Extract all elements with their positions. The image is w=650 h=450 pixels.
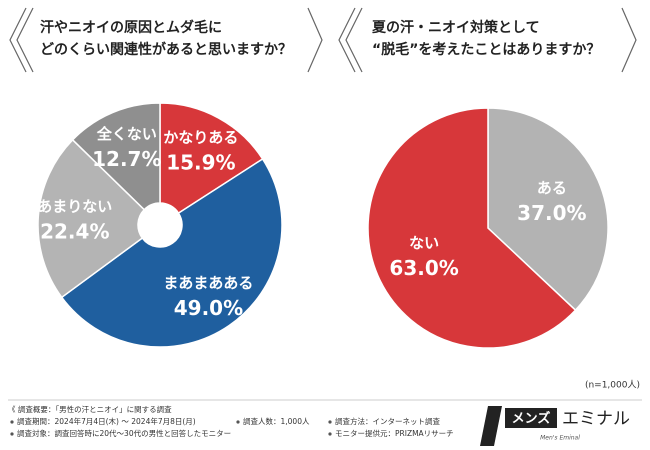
logo-brand-a: メンズ (512, 411, 551, 427)
logo-mark (480, 406, 502, 446)
bracket (345, 7, 363, 73)
survey-item: 調査人数：1,000人 (243, 416, 310, 426)
pie-slice (37, 138, 146, 299)
sample-note: (n=1,000人) (585, 380, 640, 391)
survey-item: 調査期間：2024年7月4日(木) ～ 2024年7月8日(月) (17, 416, 196, 426)
bullet (10, 432, 14, 436)
survey-item: 調査方法：インターネット調査 (335, 416, 440, 426)
bracket (621, 7, 637, 73)
pie-slice (60, 157, 283, 348)
slice-label: ある (537, 179, 567, 197)
chart-title: 汗やニオイの原因とムダ毛に (40, 19, 222, 36)
survey-item: 調査対象：調査回答時に20代～30代の男性と回答したモニター (17, 428, 231, 438)
logo-brand-b: エミナル (562, 409, 630, 429)
title-decorations (9, 7, 637, 73)
charts: かなりある 15.9% まあまあある 49.0% あまりない 22.4% 全くない 12.7%… (37, 102, 609, 349)
slice-value: 12.7% (92, 147, 161, 171)
bullet (10, 420, 14, 424)
slice-label: ない (409, 234, 439, 252)
logo-sub: Men's Eminal (540, 435, 580, 442)
survey-heading: 《 調査概要：「男性の汗とニオイ」に関する調査 (8, 404, 172, 414)
chart-title: 夏の汗・ニオイ対策として (372, 19, 540, 36)
slice-value: 63.0% (389, 256, 458, 280)
slice-label: 全くない (96, 125, 157, 143)
pie-slice (159, 102, 264, 215)
pie-slice (367, 107, 577, 349)
slice-value: 15.9% (166, 151, 235, 175)
bullet (236, 420, 240, 424)
slice-label: かなりある (163, 129, 238, 147)
bracket (307, 7, 323, 73)
slice-value: 49.0% (174, 296, 243, 320)
bracket (9, 7, 27, 73)
slice-label: まあまあある (163, 274, 253, 292)
pie-slice (487, 107, 609, 312)
bracket (338, 7, 356, 73)
logo-box (505, 408, 557, 428)
bullet (328, 432, 332, 436)
slice-label: あまりない (37, 198, 112, 216)
pie-slice (71, 102, 161, 211)
bracket (16, 7, 34, 73)
slice-value: 37.0% (517, 201, 586, 225)
chart-title: “脱毛”を考えたことはありますか？ (372, 41, 600, 58)
logo: メンズ エミナル Men's Eminal (480, 406, 630, 446)
survey-item: モニター提供元：PRIZMAリサーチ (335, 428, 454, 438)
slice-value: 22.4% (40, 220, 109, 244)
survey-items: 調査期間：2024年7月4日(木) ～ 2024年7月8日(月) 調査人数：1,0… (10, 416, 454, 438)
chart-title: どのくらい関連性があると思いますか？ (40, 41, 292, 58)
bullet (328, 420, 332, 424)
